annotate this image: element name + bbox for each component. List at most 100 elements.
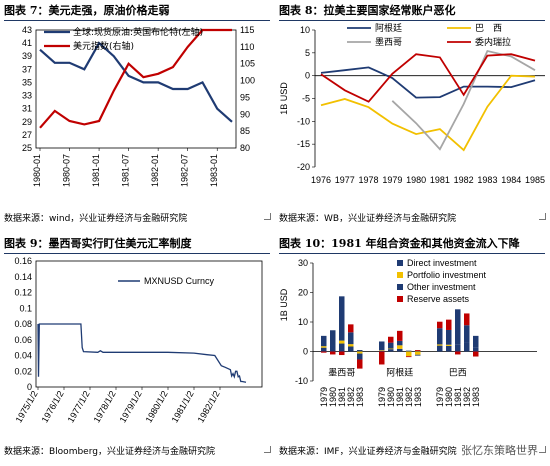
bar-segment <box>379 350 385 352</box>
watermark: 张忆东策略世界 <box>461 444 538 457</box>
legend-label: 巴 西 <box>475 23 502 34</box>
x-tick-label: 1980/1/2 <box>144 389 170 424</box>
x-tick-label: 1980 <box>328 387 338 407</box>
bar-segment <box>397 330 403 341</box>
bar-segment <box>473 347 479 352</box>
bar-segment <box>464 325 470 343</box>
y-tick-label: 0.04 <box>14 351 32 361</box>
x-tick-label: 1981 <box>337 387 347 407</box>
legend-label: MXNUSD Curncy <box>144 276 215 286</box>
y-tick-label: 0.1 <box>19 303 32 313</box>
x-tick-label: 1977/1/2 <box>66 389 92 424</box>
chart-panel-current-account: 图表 8：拉美主要国家经常账户恶化 10 5 0 -5 -10 -15 -20 1B USD 1… <box>275 0 550 233</box>
y-tick-label: 0.12 <box>14 288 32 298</box>
legend-label: Reserve assets <box>407 294 470 304</box>
x-tick-label: 1982 <box>404 387 414 407</box>
x-tick-label: 1980-07 <box>62 154 72 187</box>
x-tick-label: 1980-01 <box>32 154 42 187</box>
paragraph-mark <box>264 446 271 453</box>
y-tick-label: 0 <box>27 382 32 392</box>
paragraph-mark <box>539 213 546 220</box>
y-tick-label-left: 35 <box>22 77 32 87</box>
x-tick-label: 1982-07 <box>180 154 190 187</box>
series-line-mxnusd <box>37 323 247 383</box>
group-label: 墨西哥 <box>328 368 355 379</box>
chart-source: 数据来源：wind，兴业证券经济与金融研究院 <box>4 214 188 224</box>
bar-segment <box>379 351 385 365</box>
bar-segment <box>455 344 461 352</box>
legend-swatch <box>397 296 403 302</box>
bar-segment <box>415 350 421 352</box>
bar-segment <box>464 342 470 352</box>
bar-segment <box>473 335 479 348</box>
chart-source: 数据来源：WB，兴业证券经济与金融研究院 <box>279 214 457 224</box>
x-tick-label: 1982-01 <box>150 154 160 187</box>
y-tick-label-left: 29 <box>22 117 32 127</box>
series-line <box>320 74 536 152</box>
bar-segment <box>455 309 461 345</box>
bar-segment <box>321 346 327 348</box>
y-tick-label: -10 <box>295 376 308 386</box>
bar-segment <box>473 351 479 357</box>
y-tick-label-right: 80 <box>240 143 250 153</box>
group-label: 阿根廷 <box>386 367 413 379</box>
bar-segment <box>321 347 327 352</box>
chart-panel-oil-dollar: 图表 7：美元走强，原油价格走弱 25 27 29 31 33 35 37 39 41 43 80 8… <box>0 0 275 233</box>
x-tick-label: 1985 <box>525 175 545 185</box>
y-tick-label: 0.02 <box>14 366 32 376</box>
x-tick-label: 1979 <box>435 387 445 407</box>
y-tick-label: -15 <box>297 139 310 149</box>
plot-frame <box>35 29 237 149</box>
bar-segment <box>388 349 394 352</box>
chart-title: 图表 10：1981 年组合资金和其他资金流入下降 <box>279 235 545 254</box>
x-tick-label: 1978/1/2 <box>92 389 118 424</box>
x-tick-label: 1976/1/2 <box>40 389 66 424</box>
bar-segment <box>446 345 452 352</box>
bar-segment <box>415 354 421 356</box>
bar-segment <box>397 340 403 346</box>
x-tick-label: 1981-01 <box>91 154 101 187</box>
x-tick-label: 1984 <box>501 175 521 185</box>
legend-swatch <box>397 284 403 290</box>
y-tick-label-right: 110 <box>240 42 254 52</box>
y-tick-label-left: 31 <box>22 104 32 114</box>
bar-segment <box>357 350 363 352</box>
bar-segment <box>348 346 354 352</box>
bar-segment <box>321 351 327 353</box>
x-tick-label: 1981 <box>430 175 450 185</box>
y-tick-label: -10 <box>297 116 310 126</box>
bar-segment <box>379 350 385 351</box>
bar-segment <box>406 356 412 358</box>
y-tick-label-left: 41 <box>22 38 32 48</box>
y-tick-label: 30 <box>298 258 308 268</box>
series-line <box>391 49 536 151</box>
bar-segment <box>339 296 345 341</box>
x-tick-label: 1983-01 <box>209 154 219 187</box>
bar-segment <box>455 351 461 355</box>
y-tick-label-left: 27 <box>22 130 32 140</box>
x-tick-label: 1980 <box>406 175 426 185</box>
series-line <box>320 53 536 103</box>
dual-axis-line-chart: 25 27 29 31 33 35 37 39 41 43 80 85 90 95 100 105 110 115… <box>22 25 255 187</box>
x-tick-label: 1978 <box>359 175 379 185</box>
y-tick-label: 0 <box>303 347 308 357</box>
x-tick-label: 1980 <box>444 387 454 407</box>
y-axis-label: 1B USD <box>279 82 289 115</box>
chart-title: 图表 7：美元走强，原油价格走弱 <box>4 2 270 21</box>
legend-label: Direct investment <box>407 258 477 268</box>
bar-segment <box>437 345 443 352</box>
bar-segment <box>357 359 363 369</box>
x-tick-label: 1979 <box>377 387 387 407</box>
chart-source: 数据来源：Bloomberg，兴业证券经济与金融研究院 <box>4 447 215 457</box>
bar-segment <box>397 345 403 349</box>
x-tick-label: 1980 <box>386 387 396 407</box>
bar-segment <box>406 351 412 357</box>
y-tick-label: 0.14 <box>14 272 32 282</box>
x-tick-label: 1983 <box>355 387 365 407</box>
y-tick-label-left: 39 <box>22 51 32 61</box>
bar-segment <box>446 344 452 346</box>
bar-segment <box>348 324 354 333</box>
x-tick-label: 1981 <box>453 387 463 407</box>
chart-panel-capital-flows: 图表 10：1981 年组合资金和其他资金流入下降 30 20 10 0 -10 1B U… <box>275 233 550 466</box>
